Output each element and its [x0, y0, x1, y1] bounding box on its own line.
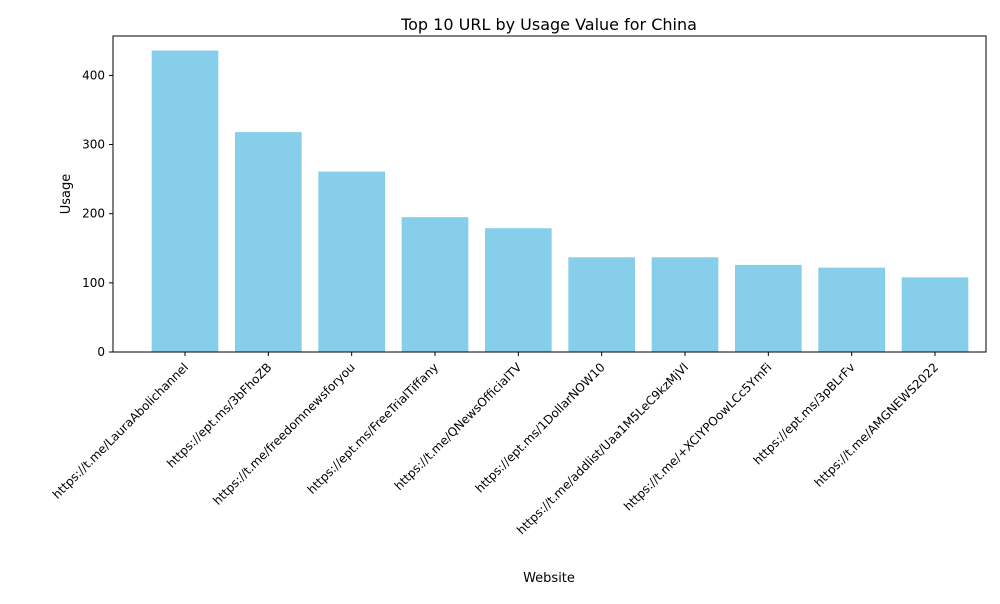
x-tick-label: https://t.me/addlist/Uaa1M5LeC9kzMjVl — [514, 360, 691, 537]
bar-9 — [818, 267, 885, 352]
y-tick-label: 0 — [97, 345, 105, 359]
bar-3 — [318, 171, 385, 352]
y-tick-label: 100 — [82, 276, 105, 290]
bar-6 — [568, 257, 635, 352]
bar-5 — [485, 228, 552, 352]
y-tick-label: 400 — [82, 68, 105, 82]
bars-layer — [151, 50, 969, 353]
x-tick-label: https://t.me/LauraAbolichannel — [50, 360, 191, 501]
bar-8 — [735, 264, 802, 352]
bar-1 — [151, 50, 219, 353]
x-tick-label: https://ept.ms/1DollarNOW10 — [473, 360, 608, 495]
bar-10 — [901, 277, 969, 352]
x-axis-label: Website — [523, 571, 575, 586]
x-tick-label: https://t.me/freedomnewsforyou — [210, 360, 357, 507]
bar-7 — [651, 257, 719, 352]
y-tick-label: 300 — [82, 138, 105, 152]
y-tick-label: 200 — [82, 207, 105, 221]
plot-frame — [112, 35, 987, 353]
y-axis-label: Usage — [59, 174, 74, 215]
x-tick-label: https://t.me/+XCIYPOowLCc5YmFi — [621, 360, 774, 513]
y-axis: 0 100 200 300 400 — [82, 68, 113, 359]
x-axis: https://t.me/LauraAbolichannel https://ep… — [50, 352, 941, 537]
chart-title: Top 10 URL by Usage Value for China — [400, 15, 697, 34]
bar-2 — [235, 132, 302, 352]
x-tick-label: https://ept.ms/FreeTrialTiffany — [305, 360, 442, 497]
bar-4 — [401, 217, 469, 352]
